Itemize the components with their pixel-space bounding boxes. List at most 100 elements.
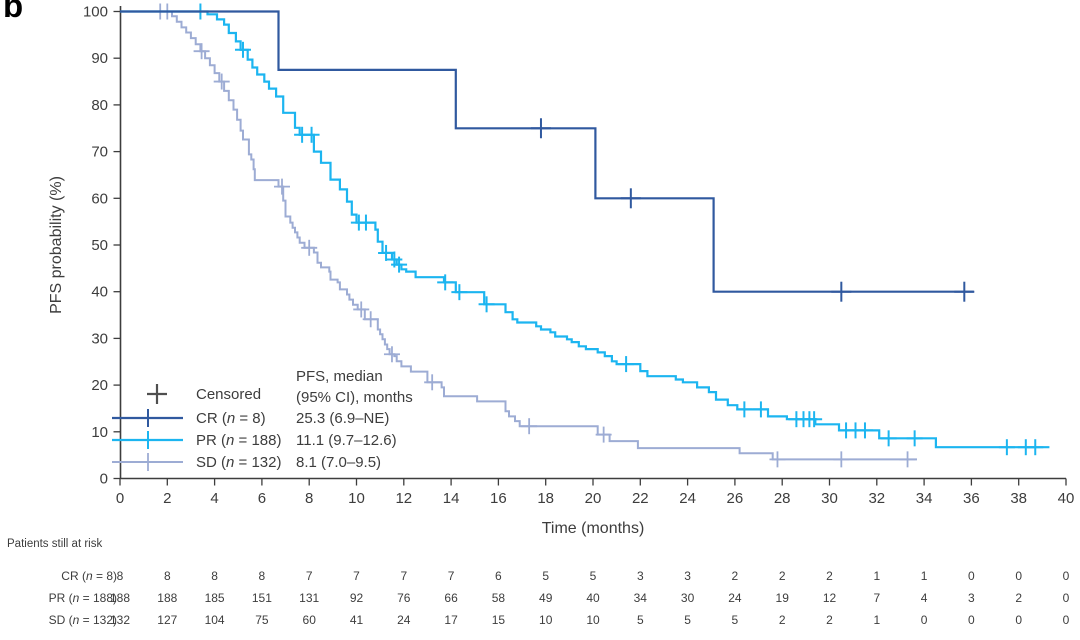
risk-table-title: Patients still at risk <box>7 538 103 550</box>
censor-mark <box>362 311 379 328</box>
risk-count: 2 <box>732 569 739 583</box>
censor-mark <box>353 301 370 318</box>
risk-count: 104 <box>205 613 225 627</box>
y-tick-label: 0 <box>100 471 108 488</box>
legend-censor-sample <box>139 453 157 471</box>
x-tick-label: 0 <box>116 490 124 507</box>
risk-count: 2 <box>826 613 833 627</box>
censor-mark <box>620 188 641 209</box>
survival-step-line <box>120 10 974 293</box>
risk-count: 34 <box>634 591 648 605</box>
legend-median-value: 8.1 (7.0–9.5) <box>296 454 381 471</box>
censor-mark <box>618 356 635 373</box>
y-tick-label: 50 <box>91 237 108 254</box>
censor-mark <box>906 430 923 447</box>
survival-step-line <box>120 10 917 461</box>
x-tick-label: 14 <box>443 490 460 507</box>
legend-median-header-1: PFS, median <box>296 368 383 385</box>
km-curve-cr <box>120 10 975 302</box>
risk-count: 0 <box>921 613 928 627</box>
censor-mark <box>736 401 753 418</box>
axes: 0 2 4 6 8 10 12 14 16 18 20 22 24 26 28 30 32 34 36 38 40010… <box>83 4 1074 508</box>
risk-count: 5 <box>732 613 739 627</box>
risk-count: 0 <box>1015 613 1022 627</box>
risk-count: 24 <box>728 591 742 605</box>
risk-count: 0 <box>968 569 975 583</box>
risk-row-label: SD (n = 132) <box>49 613 117 627</box>
legend-entry-sd: SD (n = 132) 8.1 (7.0–9.5) <box>112 453 381 471</box>
legend-median-header-2: (95% CI), months <box>296 389 413 406</box>
risk-count: 0 <box>1015 569 1022 583</box>
risk-count: 0 <box>1063 591 1070 605</box>
risk-count: 7 <box>306 569 313 583</box>
risk-count: 76 <box>397 591 411 605</box>
risk-count: 185 <box>205 591 225 605</box>
risk-count: 0 <box>1063 569 1070 583</box>
risk-count: 58 <box>492 591 506 605</box>
legend-series-label: PR (n = 188) <box>196 432 281 449</box>
risk-count: 75 <box>255 613 269 627</box>
legend-censor-sample <box>139 409 157 427</box>
risk-count: 17 <box>444 613 458 627</box>
risk-count: 127 <box>157 613 177 627</box>
censor-mark <box>998 439 1015 456</box>
censor-mark <box>213 73 230 90</box>
x-tick-label: 8 <box>305 490 313 507</box>
risk-count: 1 <box>873 569 880 583</box>
risk-count: 2 <box>779 569 786 583</box>
x-tick-label: 18 <box>537 490 554 507</box>
survival-step-line <box>120 10 1050 449</box>
y-tick-label: 60 <box>91 190 108 207</box>
y-tick-label: 10 <box>91 424 108 441</box>
x-tick-label: 12 <box>395 490 412 507</box>
risk-count: 5 <box>590 569 597 583</box>
censor-mark <box>899 451 916 468</box>
censor-mark <box>752 401 769 418</box>
censor-mark <box>274 178 291 195</box>
risk-count: 1 <box>873 613 880 627</box>
censor-mark <box>856 422 873 439</box>
risk-count: 131 <box>299 591 319 605</box>
risk-count: 5 <box>637 613 644 627</box>
risk-count: 5 <box>542 569 549 583</box>
x-tick-label: 40 <box>1058 490 1075 507</box>
risk-count: 8 <box>164 569 171 583</box>
risk-count: 7 <box>448 569 455 583</box>
censor-mark <box>357 214 374 231</box>
km-curve-pr <box>120 3 1050 456</box>
legend-median-value: 25.3 (6.9–NE) <box>296 410 389 427</box>
x-tick-label: 6 <box>258 490 266 507</box>
censor-mark <box>521 418 538 435</box>
censor-mark <box>1027 439 1044 456</box>
x-tick-label: 38 <box>1010 490 1027 507</box>
censor-mark <box>880 430 897 447</box>
legend-series-label: SD (n = 132) <box>196 454 281 471</box>
risk-count: 3 <box>968 591 975 605</box>
x-tick-label: 30 <box>821 490 838 507</box>
x-tick-label: 16 <box>490 490 507 507</box>
risk-count: 41 <box>350 613 364 627</box>
risk-count: 2 <box>1015 591 1022 605</box>
risk-count: 24 <box>397 613 411 627</box>
km-curves <box>120 3 1050 468</box>
censor-mark <box>378 244 395 261</box>
risk-count: 0 <box>968 613 975 627</box>
risk-count: 7 <box>353 569 360 583</box>
risk-count: 188 <box>157 591 177 605</box>
y-tick-label: 80 <box>91 97 108 114</box>
x-tick-label: 2 <box>163 490 171 507</box>
risk-count: 1 <box>921 569 928 583</box>
censor-mark <box>530 118 551 139</box>
risk-count: 19 <box>776 591 790 605</box>
x-tick-label: 10 <box>348 490 365 507</box>
censor-mark <box>193 43 210 60</box>
censor-mark <box>806 411 823 428</box>
risk-count: 8 <box>259 569 266 583</box>
risk-row-sd: SD (n = 132)132 127 104 75 60 41 24 17 15 10 10 5 5 5… <box>49 613 1070 627</box>
risk-count: 10 <box>539 613 553 627</box>
risk-count: 15 <box>492 613 506 627</box>
risk-count: 7 <box>873 591 880 605</box>
risk-count: 7 <box>400 569 407 583</box>
risk-count: 6 <box>495 569 502 583</box>
